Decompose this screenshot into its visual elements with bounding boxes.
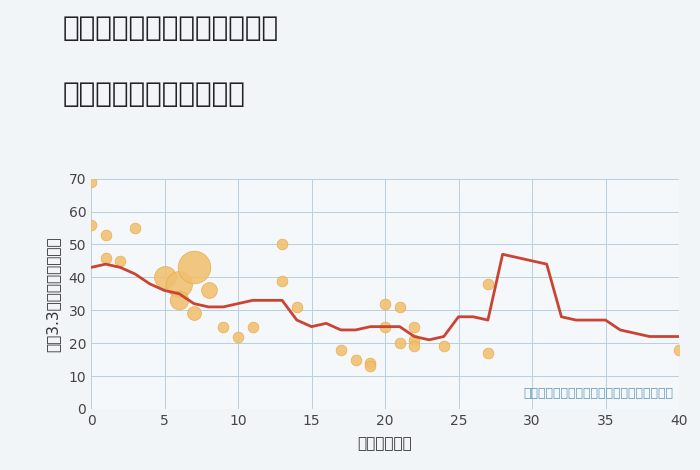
Point xyxy=(100,254,111,261)
Point xyxy=(159,274,170,281)
Point xyxy=(188,264,199,271)
Point xyxy=(394,303,405,311)
Point xyxy=(174,280,185,288)
Point xyxy=(394,339,405,347)
Point xyxy=(365,359,376,367)
Point xyxy=(85,221,97,228)
Point xyxy=(203,287,214,294)
Point xyxy=(350,356,361,363)
Text: 円の大きさは、取引のあった物件面積を示す: 円の大きさは、取引のあった物件面積を示す xyxy=(523,387,673,400)
Point xyxy=(276,277,288,284)
Point xyxy=(85,178,97,186)
Point xyxy=(188,310,199,317)
Point xyxy=(218,323,229,330)
Text: 築年数別中古戸建て価格: 築年数別中古戸建て価格 xyxy=(63,80,246,108)
Point xyxy=(379,323,391,330)
Text: 埼玉県児玉郡神川町中新里の: 埼玉県児玉郡神川町中新里の xyxy=(63,14,279,42)
X-axis label: 築年数（年）: 築年数（年） xyxy=(358,436,412,451)
Point xyxy=(276,241,288,248)
Point xyxy=(130,224,141,232)
Point xyxy=(115,257,126,265)
Point xyxy=(232,333,244,340)
Point xyxy=(482,349,493,357)
Point xyxy=(247,323,258,330)
Point xyxy=(335,346,346,353)
Point xyxy=(438,343,449,350)
Point xyxy=(482,280,493,288)
Point xyxy=(673,346,685,353)
Point xyxy=(174,297,185,304)
Point xyxy=(409,336,420,344)
Point xyxy=(379,300,391,307)
Point xyxy=(409,323,420,330)
Point xyxy=(100,231,111,238)
Point xyxy=(291,303,302,311)
Point xyxy=(409,343,420,350)
Y-axis label: 坪（3.3㎡）単価（万円）: 坪（3.3㎡）単価（万円） xyxy=(46,236,60,352)
Point xyxy=(365,362,376,370)
